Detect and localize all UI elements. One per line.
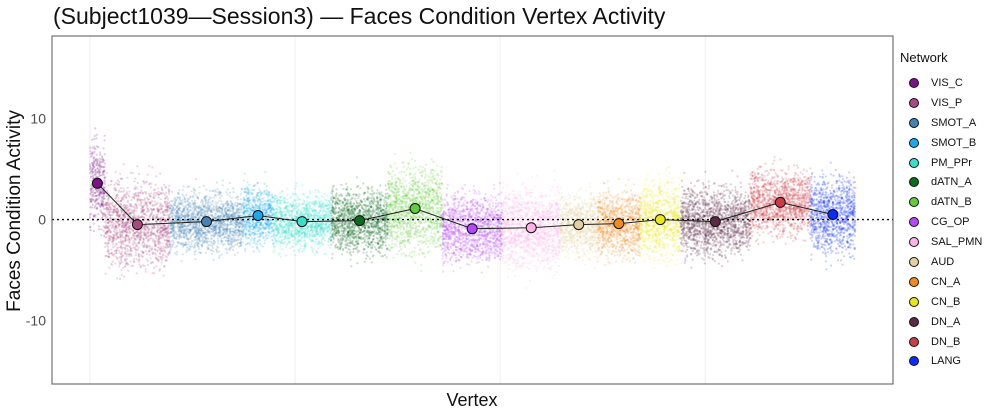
y-tick-label: 0: [38, 212, 46, 228]
mean-point-dn_a: [709, 216, 721, 228]
legend-label: SMOT_B: [931, 136, 977, 149]
points-dn_a: [679, 169, 752, 269]
y-axis-label: Faces Condition Activity: [4, 110, 25, 312]
legend-label: VIS_C: [931, 76, 963, 89]
legend-label: LANG: [931, 355, 961, 368]
points-sal_pmn: [501, 169, 562, 290]
points-lang: [809, 161, 857, 271]
legend-label: SAL_PMN: [931, 236, 983, 249]
mean-point-smot_a: [201, 216, 212, 228]
mean-point-pm_ppr: [296, 216, 308, 228]
legend-label: PM_PPr: [931, 156, 972, 169]
plot-frame: [51, 35, 894, 385]
vertex-points: [88, 127, 857, 290]
points-datn_a: [330, 176, 390, 268]
legend-swatch: [909, 217, 919, 228]
y-axis: -10 0 10: [26, 111, 46, 329]
legend-swatch: [909, 197, 919, 208]
mean-point-smot_b: [252, 210, 264, 221]
mean-point-vis_c: [91, 177, 103, 189]
legend-item-smot_a: SMOT_A: [900, 113, 982, 133]
legend-item-pm_ppr: PM_PPr: [900, 153, 982, 173]
legend-label: DN_A: [931, 315, 961, 328]
points-vis_p: [103, 163, 171, 281]
legend-label: dATN_A: [931, 176, 972, 189]
legend-swatch: [909, 157, 919, 168]
legend-swatch: [909, 336, 919, 347]
grid: [89, 36, 706, 384]
legend-swatch: [909, 256, 919, 267]
legend-item-datn_a: dATN_A: [900, 172, 982, 192]
mean-point-vis_p: [131, 219, 143, 231]
legend-item-dn_b: DN_B: [900, 332, 982, 352]
legend-label: SMOT_A: [931, 116, 977, 129]
mean-point-datn_b: [409, 203, 421, 214]
legend-item-vis_c: VIS_C: [900, 73, 982, 93]
chart-title: (Subject1039—Session3) — Faces Condition…: [53, 3, 666, 29]
y-tick-label: 10: [30, 111, 46, 127]
legend-item-smot_b: SMOT_B: [900, 133, 982, 153]
legend-swatch: [909, 316, 919, 327]
legend-swatch: [909, 276, 919, 287]
mean-point-cg_op: [466, 223, 478, 235]
legend-label: AUD: [931, 255, 955, 268]
mean-point-dn_b: [774, 196, 786, 208]
legend-label: dATN_B: [931, 196, 972, 209]
legend-item-aud: AUD: [900, 252, 982, 272]
mean-point-sal_pmn: [525, 222, 537, 234]
legend-label: DN_B: [931, 335, 961, 348]
legend-swatch: [909, 177, 919, 188]
mean-point-cn_b: [654, 214, 666, 226]
legend-item-cg_op: CG_OP: [900, 212, 982, 232]
legend-swatch: [909, 117, 919, 128]
legend-item-vis_p: VIS_P: [900, 93, 982, 113]
legend-label: CN_B: [931, 295, 961, 308]
legend-item-cn_b: CN_B: [900, 292, 982, 312]
legend-item-cn_a: CN_A: [900, 272, 982, 292]
legend-swatch: [909, 137, 919, 148]
mean-point-lang: [827, 209, 839, 220]
legend-swatch: [909, 237, 919, 248]
legend-label: VIS_P: [931, 96, 963, 109]
y-tick-label: -10: [26, 312, 46, 328]
legend: Network VIS_C VIS_P SMOT_A SMOT_B PM_PPr dATN…: [900, 50, 982, 371]
mean-point-datn_a: [354, 215, 366, 227]
legend-item-dn_a: DN_A: [900, 312, 982, 332]
legend-swatch: [909, 296, 919, 307]
legend-item-lang: LANG: [900, 351, 982, 371]
legend-swatch: [909, 356, 919, 367]
mean-point-aud: [573, 219, 585, 231]
legend-label: CN_A: [931, 275, 961, 288]
legend-label: CG_OP: [931, 216, 970, 229]
legend-title: Network: [900, 50, 948, 65]
network-means: [91, 177, 839, 235]
legend-swatch: [909, 97, 919, 108]
mean-point-cn_a: [613, 218, 625, 230]
x-axis-label: Vertex: [446, 390, 497, 410]
legend-item-sal_pmn: SAL_PMN: [900, 232, 982, 252]
points-datn_b: [387, 151, 444, 273]
legend-swatch: [909, 77, 919, 88]
legend-item-datn_b: dATN_B: [900, 192, 982, 212]
